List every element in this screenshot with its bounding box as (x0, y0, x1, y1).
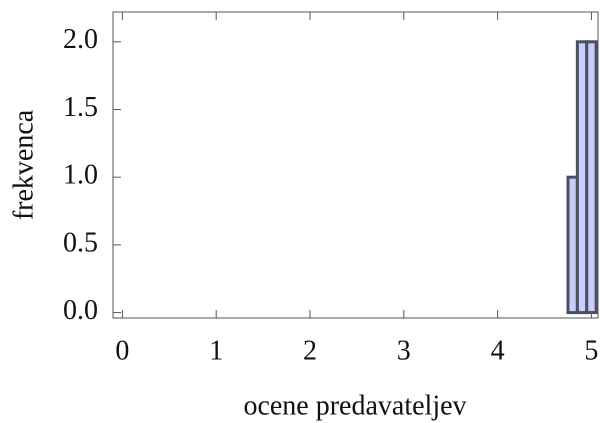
x-tick-label: 4 (491, 335, 505, 366)
x-axis-label: ocene predavateljev (243, 390, 466, 421)
y-tick-label: 2.0 (63, 24, 98, 55)
y-tick-label: 0.5 (63, 227, 98, 258)
y-axis-label: frekvenca (8, 109, 39, 220)
y-tick-label: 0.0 (63, 295, 98, 326)
y-tick-label: 1.0 (63, 160, 98, 191)
plot-frame (112, 11, 599, 319)
x-tick-label: 5 (584, 335, 598, 366)
x-tick-label: 1 (209, 335, 223, 366)
y-tick-label: 1.5 (63, 92, 98, 123)
x-tick-label: 3 (397, 335, 411, 366)
bar (585, 40, 598, 315)
x-tick-label: 2 (303, 335, 317, 366)
x-tick-label: 0 (115, 335, 129, 366)
